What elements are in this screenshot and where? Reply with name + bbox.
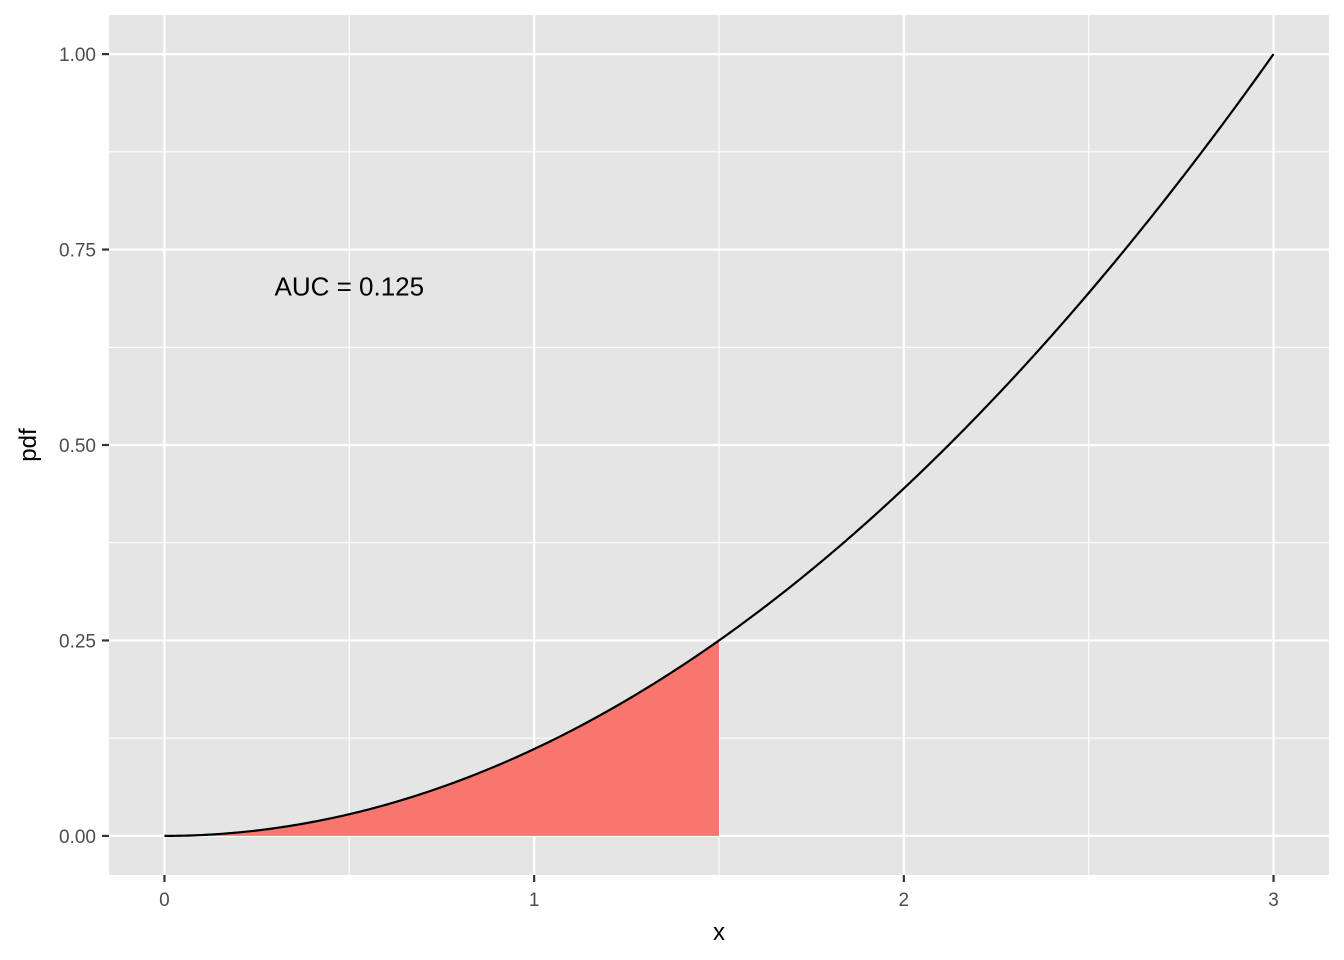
x-tick-label: 0 <box>159 890 170 911</box>
x-axis: 0 1 2 3 <box>159 875 1279 911</box>
y-tick-label: 0.25 <box>59 631 96 652</box>
y-tick-label: 0.00 <box>59 827 96 848</box>
grid-major <box>109 15 1329 875</box>
y-axis-title: pdf <box>15 428 42 462</box>
auc-annotation: AUC = 0.125 <box>275 272 425 302</box>
y-axis: 0.00 0.25 0.50 0.75 1.00 <box>59 45 109 848</box>
pdf-curve <box>164 53 1275 838</box>
x-tick-label: 1 <box>529 890 540 911</box>
x-axis-title: x <box>713 919 725 946</box>
y-tick-label: 1.00 <box>59 45 96 66</box>
y-tick-label: 0.75 <box>59 241 96 262</box>
x-tick-label: 3 <box>1268 890 1279 911</box>
y-tick-label: 0.50 <box>59 436 96 457</box>
auc-shaded-area <box>164 640 719 836</box>
x-tick-label: 2 <box>899 890 910 911</box>
